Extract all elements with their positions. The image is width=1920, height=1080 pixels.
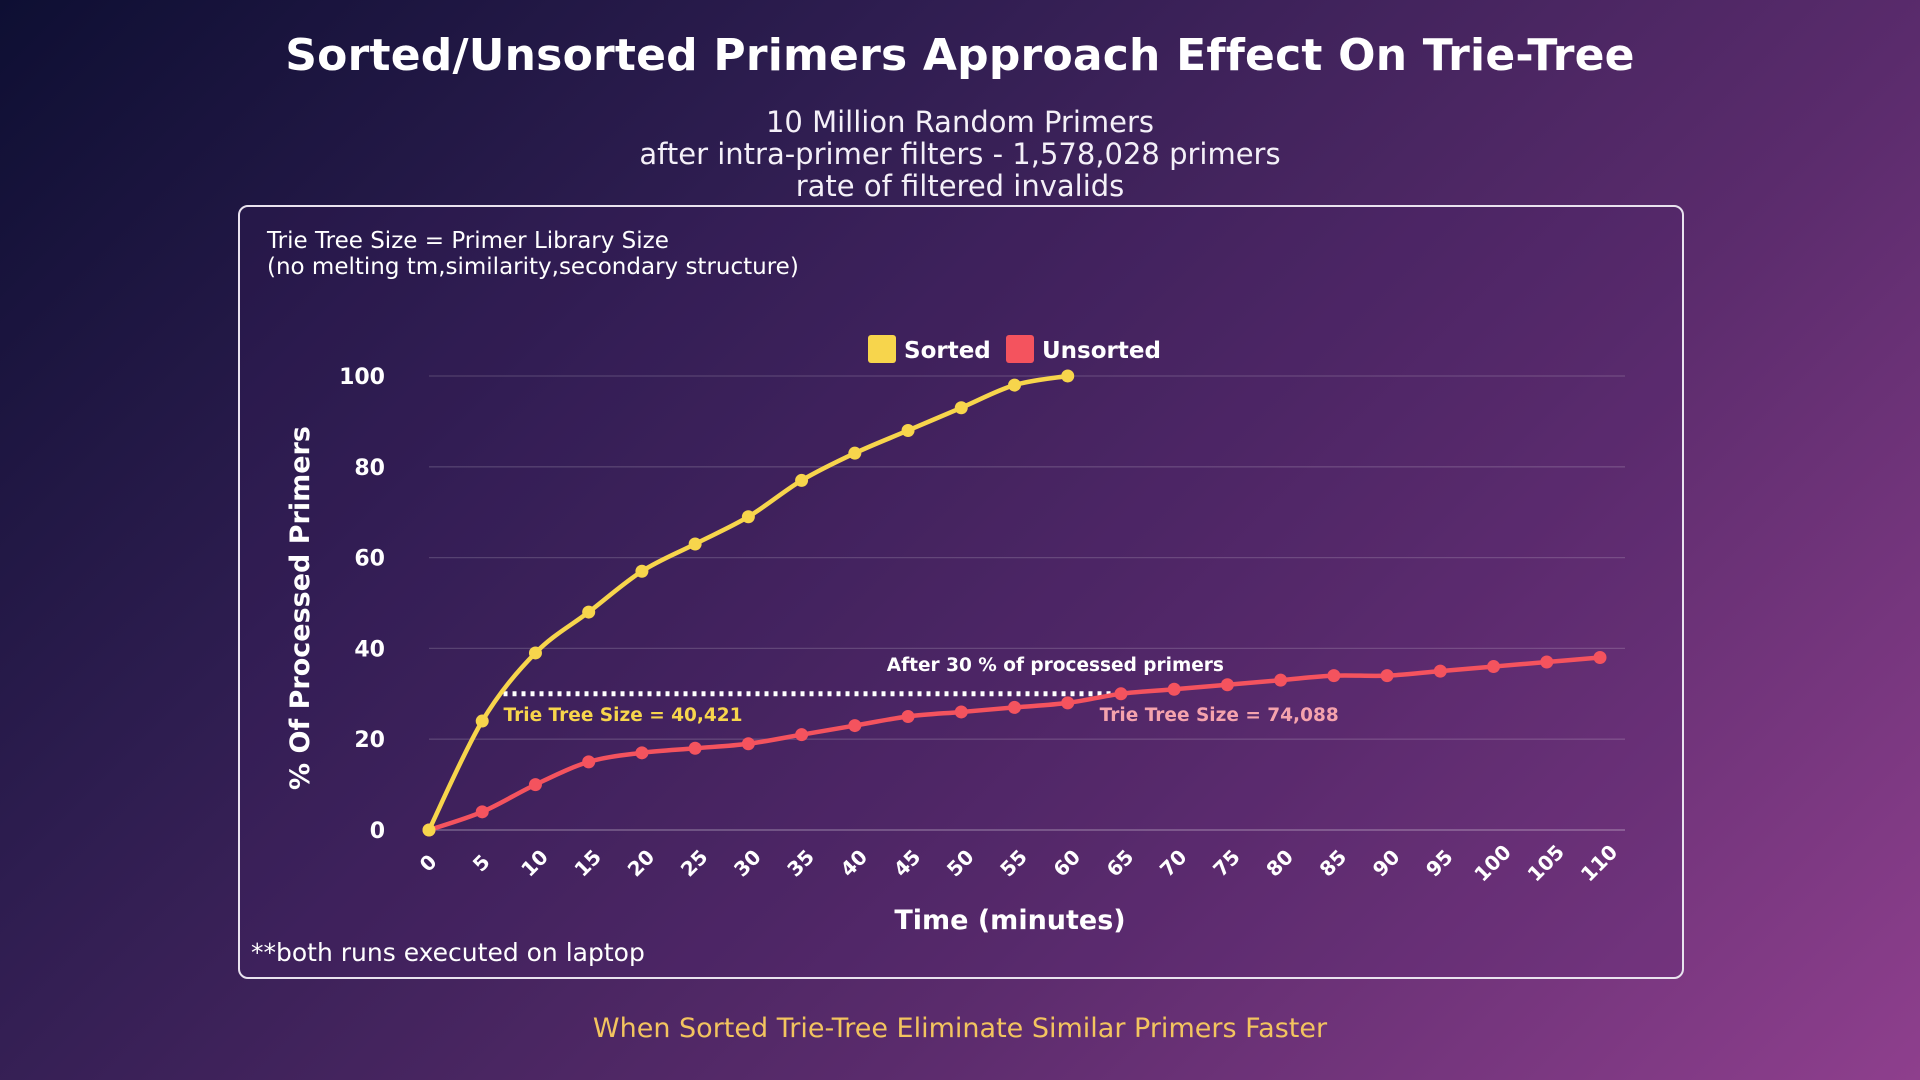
sorted-data-point [688, 537, 702, 551]
sorted-series-line [426, 373, 1069, 831]
unsorted-data-point [528, 778, 542, 792]
subtitle-line-2: after intra-primer filters - 1,578,028 p… [639, 137, 1281, 171]
unsorted-data-point [1540, 655, 1554, 669]
unsorted-data-point [1167, 682, 1181, 696]
unsorted-data-point [848, 719, 862, 733]
y-tick-label: 60 [354, 547, 385, 572]
x-tick-label: 90 [1368, 845, 1405, 882]
sorted-size-annotation: Trie Tree Size = 40,421 [504, 705, 743, 726]
x-tick-label: 20 [623, 845, 660, 882]
sorted-data-point [528, 646, 542, 660]
subtitle-line-1: 10 Million Random Primers [765, 105, 1155, 139]
unsorted-data-point [1274, 673, 1288, 687]
x-tick-label: 50 [942, 845, 979, 882]
sorted-data-point [848, 446, 862, 460]
legend-swatch-sorted [868, 335, 896, 363]
subtitle-line-3: rate of filtered invalids [795, 169, 1125, 203]
sorted-data-point [475, 714, 489, 728]
legend-swatch-unsorted [1006, 335, 1034, 363]
x-tick-label: 40 [836, 845, 873, 882]
y-axis-title: % Of Processed Primers [285, 426, 316, 790]
sorted-data-point [795, 473, 809, 487]
x-tick-label: 85 [1315, 845, 1352, 882]
unsorted-size-annotation: Trie Tree Size = 74,088 [1100, 705, 1339, 726]
legend-label-unsorted: Unsorted [1042, 338, 1161, 364]
note-line-1: Trie Tree Size = Primer Library Size [267, 228, 669, 254]
sorted-data-point [741, 510, 755, 524]
x-tick-label: 45 [889, 845, 926, 882]
sorted-data-point [901, 423, 915, 437]
x-tick-label: 75 [1208, 845, 1245, 882]
x-tick-label: 95 [1421, 845, 1458, 882]
y-tick-label: 20 [354, 728, 385, 753]
unsorted-data-point [475, 805, 489, 819]
unsorted-data-point [1487, 660, 1501, 674]
x-tick-label: 60 [1048, 845, 1085, 882]
y-tick-label: 40 [354, 637, 385, 662]
sorted-data-point [635, 564, 649, 578]
x-tick-label: 100 [1469, 840, 1515, 886]
x-tick-label: 110 [1576, 840, 1622, 886]
legend-label-sorted: Sorted [904, 338, 991, 364]
x-tick-label: 10 [516, 845, 553, 882]
unsorted-data-point [1061, 696, 1075, 710]
chart-panel [238, 205, 1684, 979]
x-tick-label: 35 [782, 845, 819, 882]
unsorted-data-point [1114, 687, 1128, 701]
x-tick-label: 65 [1102, 845, 1139, 882]
unsorted-data-point [901, 710, 915, 723]
x-tick-label: 105 [1523, 840, 1569, 886]
sorted-data-point [1008, 378, 1021, 392]
unsorted-data-point [954, 705, 968, 719]
y-tick-label: 100 [339, 365, 385, 390]
unsorted-data-point [582, 755, 596, 769]
unsorted-series-line [428, 655, 1601, 833]
chart-title: Sorted/Unsorted Primers Approach Effect … [285, 30, 1635, 81]
sorted-data-point [582, 605, 596, 619]
unsorted-data-point [1433, 664, 1447, 678]
y-tick-label: 80 [354, 456, 385, 481]
y-tick-label: 0 [370, 819, 385, 844]
unsorted-data-point [1008, 700, 1021, 714]
x-tick-label: 70 [1155, 845, 1192, 882]
note-line-2: (no melting tm,similarity,secondary stru… [267, 254, 799, 280]
unsorted-data-point [795, 728, 809, 742]
x-tick-label: 5 [468, 850, 495, 877]
unsorted-data-point [1593, 650, 1607, 664]
x-tick-label: 0 [415, 850, 442, 877]
x-tick-label: 30 [729, 845, 766, 882]
unsorted-data-point [741, 737, 755, 751]
footnote: **both runs executed on laptop [251, 938, 645, 967]
unsorted-data-point [1380, 669, 1394, 683]
unsorted-data-point [1220, 678, 1234, 692]
footer-caption: When Sorted Trie-Tree Eliminate Similar … [592, 1013, 1328, 1044]
sorted-data-point [954, 401, 968, 415]
x-tick-label: 25 [676, 845, 713, 882]
unsorted-data-point [1327, 669, 1341, 683]
x-tick-label: 55 [995, 845, 1032, 882]
x-axis-title: Time (minutes) [894, 905, 1125, 936]
x-tick-label: 80 [1261, 845, 1298, 882]
sorted-data-point [1061, 369, 1075, 383]
threshold-annotation: After 30 % of processed primers [887, 655, 1224, 676]
x-tick-label: 15 [569, 845, 606, 882]
sorted-data-point [422, 823, 436, 837]
unsorted-data-point [688, 741, 702, 755]
unsorted-data-point [635, 746, 649, 760]
